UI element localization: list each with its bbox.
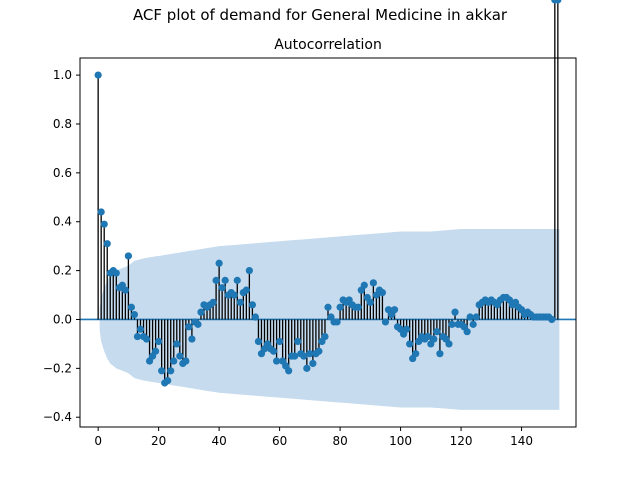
acf-point	[103, 240, 111, 248]
acf-point	[251, 313, 260, 321]
acf-point	[366, 298, 374, 306]
acf-point	[378, 288, 387, 297]
x-tick-label: 60	[272, 434, 287, 448]
acf-point	[300, 352, 308, 360]
acf-point	[136, 325, 145, 333]
acf-point	[445, 340, 453, 348]
acf-point	[127, 303, 136, 311]
acf-point	[188, 335, 196, 343]
axes-frame	[79, 57, 577, 428]
acf-point	[124, 252, 132, 260]
acf-point	[170, 357, 178, 365]
acf-point	[315, 347, 323, 355]
acf-point	[451, 308, 459, 316]
acf-point	[212, 276, 220, 284]
acf-point	[285, 367, 293, 375]
x-tick-label: 40	[211, 434, 226, 448]
acf-point	[324, 303, 332, 311]
y-tick-label: 0.0	[53, 312, 72, 326]
acf-point	[245, 267, 253, 275]
acf-point	[381, 318, 390, 326]
acf-point	[309, 359, 317, 368]
acf-point	[321, 332, 329, 341]
acf-point	[248, 301, 256, 309]
acf-point	[173, 340, 181, 348]
acf-point	[466, 313, 474, 321]
y-tick-label: −0.4	[43, 410, 72, 424]
y-tick-label: 1.0	[53, 68, 72, 82]
acf-point	[403, 325, 411, 333]
acf-point	[469, 320, 477, 328]
y-tick-label: 0.4	[53, 215, 72, 229]
y-tick-label: 0.6	[53, 166, 72, 180]
acf-point	[354, 303, 362, 311]
acf-point	[390, 306, 399, 314]
acf-point	[554, 0, 562, 4]
acf-point	[306, 350, 314, 358]
acf-point	[360, 281, 368, 289]
acf-point	[406, 340, 414, 348]
x-tick-label: 80	[332, 434, 347, 448]
acf-point	[236, 298, 244, 306]
acf-point	[164, 376, 172, 385]
acf-point	[100, 220, 108, 228]
acf-point	[272, 357, 281, 365]
acf-point	[152, 347, 160, 355]
acf-point	[336, 303, 344, 311]
acf-point	[463, 328, 471, 336]
y-tick-label: 0.8	[53, 117, 72, 131]
y-tick-label: −0.2	[43, 361, 72, 375]
acf-point	[133, 332, 142, 341]
x-tick-label: 0	[94, 434, 102, 448]
x-tick-label: 20	[151, 434, 166, 448]
acf-point	[112, 269, 120, 277]
acf-point	[294, 337, 302, 346]
acf-point	[430, 335, 438, 343]
acf-point	[254, 337, 263, 346]
acf-point	[197, 308, 205, 316]
acf-point	[158, 367, 166, 375]
acf-point	[433, 328, 441, 336]
x-tick-label: 140	[510, 434, 533, 448]
x-tick-label: 100	[389, 434, 412, 448]
acf-point	[291, 352, 299, 360]
x-tick-label: 120	[450, 434, 473, 448]
acf-point	[221, 276, 229, 284]
acf-point	[185, 323, 193, 331]
acf-point	[276, 337, 284, 346]
acf-point	[472, 313, 480, 321]
acf-point	[215, 259, 223, 267]
acf-point	[303, 364, 311, 372]
y-tick-label: 0.2	[53, 264, 72, 278]
acf-point	[167, 367, 175, 375]
acf-point	[230, 291, 238, 299]
acf-point	[176, 352, 184, 360]
acf-point	[424, 332, 432, 341]
acf-point	[233, 276, 241, 284]
acf-point	[448, 320, 456, 328]
acf-point	[209, 298, 217, 306]
acf-point	[436, 350, 444, 358]
acf-point	[94, 71, 102, 79]
acf-point	[155, 337, 163, 346]
acf-point	[97, 208, 105, 216]
acf-point	[130, 310, 139, 319]
acf-point	[121, 286, 129, 294]
acf-point	[242, 286, 250, 294]
acf-point	[182, 357, 190, 365]
acf-point	[269, 347, 278, 355]
acf-point	[218, 284, 226, 292]
acf-point	[142, 335, 151, 343]
acf-point	[369, 279, 377, 287]
acf-point	[412, 350, 420, 358]
acf-point	[333, 318, 341, 326]
acf-point	[548, 315, 556, 324]
acf-point	[194, 320, 202, 328]
chart-title: Autocorrelation	[274, 37, 382, 53]
figure-suptitle: ACF plot of demand for General Medicine …	[132, 6, 508, 24]
